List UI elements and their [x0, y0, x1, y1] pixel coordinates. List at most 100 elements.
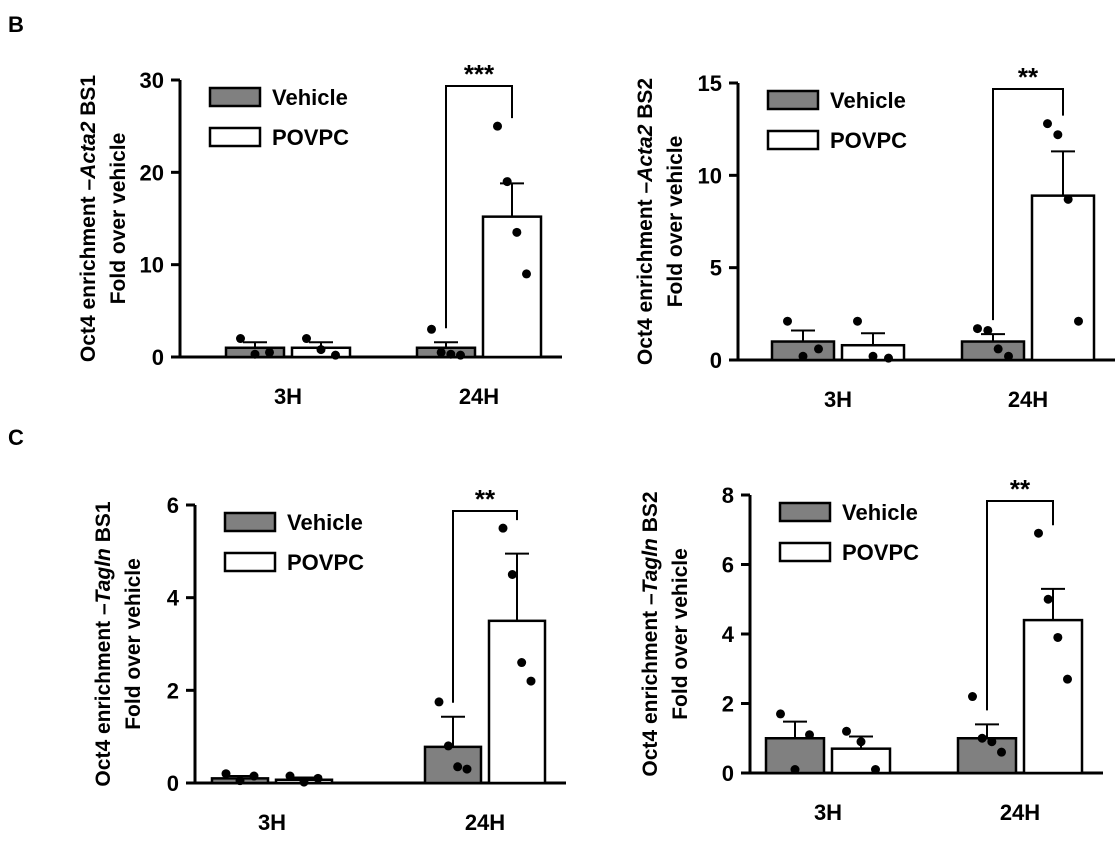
- legend-swatch: [223, 551, 277, 573]
- legend-label: POVPC: [287, 550, 364, 575]
- legend-label: Vehicle: [842, 500, 918, 525]
- legend-swatch: [208, 126, 262, 148]
- data-point: [790, 765, 800, 775]
- panel-label: C: [8, 425, 24, 450]
- y-tick-label: 0: [710, 348, 722, 373]
- data-point: [250, 349, 260, 359]
- data-point: [498, 523, 508, 533]
- bar: [1022, 618, 1084, 775]
- data-point: [436, 347, 446, 357]
- legend-swatch: [223, 511, 277, 533]
- bar: [956, 737, 1018, 775]
- x-tick-label: 3H: [274, 384, 302, 409]
- data-point: [446, 349, 456, 359]
- significance-bracket: [445, 85, 513, 329]
- y-axis-label-part: Acta2: [634, 124, 657, 183]
- y-tick-label: 5: [710, 256, 722, 281]
- y-axis-label: Oct4 enrichment –Acta2 BS2: [634, 78, 657, 365]
- y-tick-label: 10: [140, 253, 164, 278]
- data-point: [1074, 316, 1083, 326]
- x-tick-label: 3H: [814, 800, 842, 825]
- y-tick-label: 10: [698, 163, 722, 188]
- data-point: [1063, 674, 1072, 684]
- data-point: [526, 676, 536, 686]
- data-point: [1063, 194, 1073, 204]
- data-point: [1004, 351, 1013, 361]
- data-point: [977, 733, 987, 743]
- data-point: [853, 316, 862, 326]
- significance-bracket: [986, 500, 1054, 711]
- x-tick-label: 24H: [1000, 800, 1040, 825]
- legend-swatch: [766, 129, 820, 151]
- data-point: [868, 351, 878, 361]
- data-point: [316, 345, 326, 355]
- data-point: [285, 771, 295, 781]
- x-tick-label: 3H: [258, 810, 286, 835]
- legend-label: Vehicle: [830, 88, 906, 113]
- bar: [1030, 194, 1096, 362]
- y-tick-label: 0: [152, 345, 164, 370]
- data-point: [522, 269, 531, 279]
- data-point: [427, 324, 436, 334]
- bar: [960, 340, 1026, 362]
- data-point: [1043, 594, 1053, 604]
- data-point: [814, 344, 823, 354]
- data-point: [987, 737, 997, 747]
- y-tick-label: 6: [167, 493, 179, 518]
- data-point: [462, 764, 472, 774]
- data-point: [842, 726, 851, 736]
- data-point: [1053, 632, 1063, 642]
- y-tick-label: 4: [722, 622, 735, 647]
- y-tick-label: 30: [140, 68, 164, 93]
- x-tick-label: 3H: [824, 387, 852, 412]
- data-point: [968, 692, 977, 702]
- data-point: [983, 325, 993, 335]
- y-axis-label: Fold over vehicle: [107, 133, 130, 305]
- data-point: [1034, 528, 1043, 538]
- data-point: [299, 777, 309, 787]
- significance-bracket: [452, 510, 518, 703]
- y-tick-label: 8: [722, 483, 734, 508]
- legend-label: POVPC: [842, 540, 919, 565]
- y-axis-label: Fold over vehicle: [122, 558, 145, 730]
- bar: [481, 215, 543, 359]
- x-tick-label: 24H: [459, 384, 499, 409]
- data-point: [783, 316, 792, 326]
- data-point: [453, 762, 463, 772]
- legend-swatch: [766, 89, 820, 111]
- significance-label: **: [1010, 474, 1031, 504]
- data-point: [798, 351, 808, 361]
- data-point: [331, 350, 340, 360]
- y-axis-label: Oct4 enrichment –Tagln BS2: [639, 491, 662, 776]
- y-axis-label-part: Oct4 enrichment –: [77, 179, 100, 363]
- bar: [830, 747, 892, 775]
- data-point: [507, 570, 517, 579]
- y-axis-label: Fold over vehicle: [669, 548, 692, 720]
- data-point: [434, 697, 444, 707]
- data-point: [456, 350, 465, 360]
- data-point: [221, 769, 231, 779]
- significance-label: ***: [464, 59, 495, 89]
- data-point: [856, 737, 866, 747]
- y-tick-label: 2: [167, 678, 179, 703]
- y-axis-label-part: Tagln: [639, 538, 662, 593]
- legend-label: POVPC: [830, 128, 907, 153]
- data-point: [1043, 119, 1052, 129]
- legend-swatch: [778, 541, 832, 563]
- data-point: [973, 324, 982, 334]
- bar: [487, 619, 547, 785]
- data-point: [1053, 130, 1063, 140]
- data-point: [249, 771, 259, 781]
- data-point: [517, 658, 527, 668]
- data-point: [493, 121, 502, 131]
- bar: [423, 745, 483, 785]
- significance-label: **: [475, 484, 496, 514]
- bar: [415, 346, 477, 359]
- data-point: [993, 344, 1003, 354]
- significance-bracket: [992, 88, 1064, 321]
- y-axis-label-part: Oct4 enrichment –: [92, 603, 115, 787]
- y-tick-label: 0: [722, 761, 734, 786]
- data-point: [502, 177, 512, 187]
- y-axis-label-part: Oct4 enrichment –: [639, 593, 662, 777]
- y-axis-label-part: Acta2: [77, 121, 100, 180]
